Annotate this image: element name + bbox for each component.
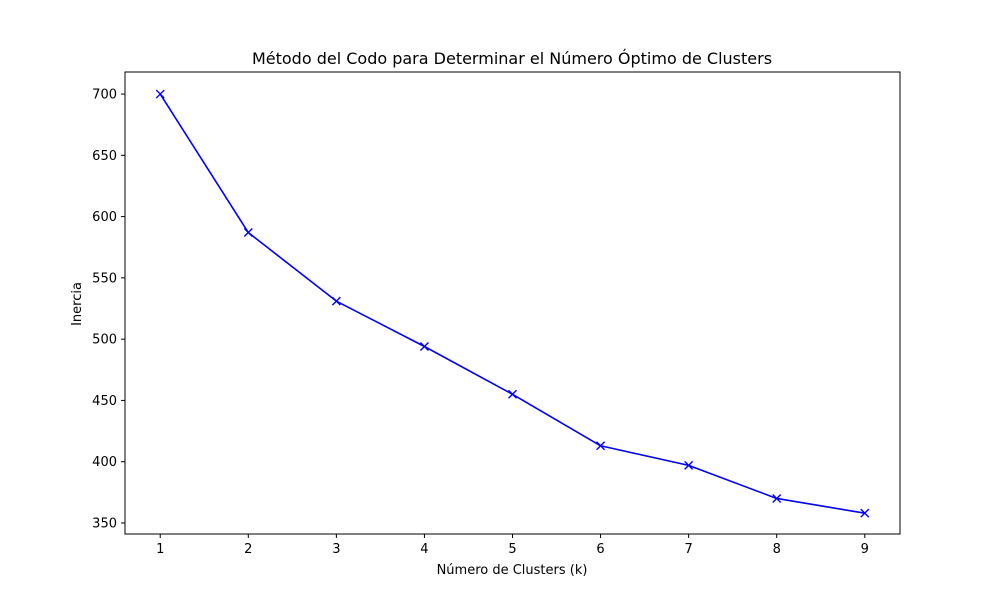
data-point-marker xyxy=(860,508,870,518)
x-tick-label: 4 xyxy=(420,542,428,557)
data-point-marker xyxy=(155,89,165,99)
data-point-marker xyxy=(772,493,782,503)
data-point-marker xyxy=(419,342,429,351)
x-tick-label: 3 xyxy=(332,542,340,557)
y-tick-label: 550 xyxy=(92,271,117,286)
y-tick-label: 450 xyxy=(92,394,117,409)
data-point-marker xyxy=(596,441,606,451)
y-tick-label: 600 xyxy=(92,210,117,225)
x-tick-label: 2 xyxy=(244,542,252,557)
y-tick-label: 650 xyxy=(92,149,117,164)
x-axis-label: Número de Clusters (k) xyxy=(437,563,588,578)
data-point-marker xyxy=(508,389,517,399)
x-tick-label: 8 xyxy=(773,542,781,557)
y-tick-label: 400 xyxy=(92,455,117,470)
y-tick-label: 500 xyxy=(92,333,117,348)
chart-title: Método del Codo para Determinar el Númer… xyxy=(252,49,772,68)
x-tick-label: 5 xyxy=(508,542,516,557)
x-tick-label: 6 xyxy=(596,542,604,557)
data-point-marker xyxy=(243,228,253,238)
x-tick-label: 1 xyxy=(156,542,164,557)
y-axis-label: Inercia xyxy=(70,282,85,326)
plot-area: 1 2 3 4 5 6 7 8 9 350 400 450 500 550 600 650 700 xyxy=(92,71,901,557)
data-point-marker xyxy=(684,460,694,470)
y-tick-label: 350 xyxy=(92,516,117,531)
y-tick-label: 700 xyxy=(92,88,117,103)
x-tick-label: 7 xyxy=(684,542,692,557)
x-tick-label: 9 xyxy=(861,542,869,557)
data-point-marker xyxy=(331,296,341,306)
